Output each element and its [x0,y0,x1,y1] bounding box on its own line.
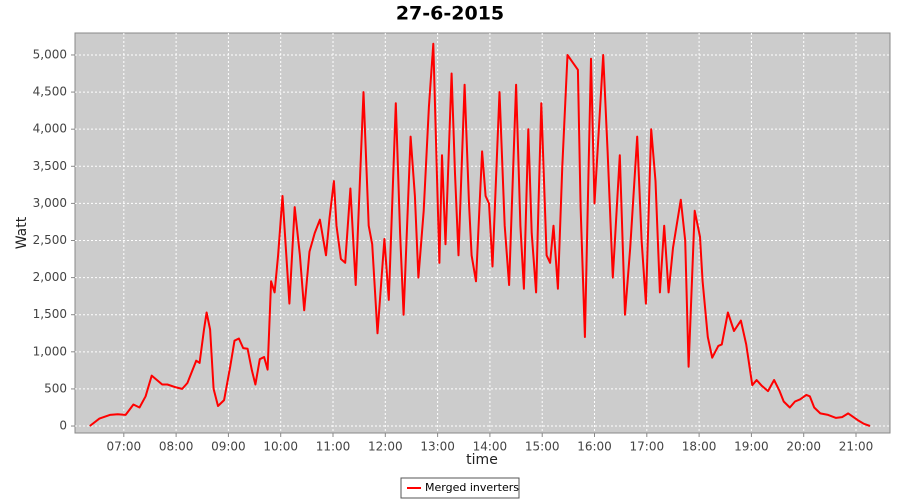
x-tick-label: 09:00 [211,440,246,454]
y-tick-label: 3,000 [33,196,67,210]
y-tick-label: 3,500 [33,159,67,173]
x-tick-label: 13:00 [420,440,455,454]
x-tick-label: 21:00 [839,440,874,454]
x-axis-title: time [466,452,498,468]
x-tick-label: 08:00 [159,440,194,454]
y-tick-label: 500 [44,381,67,395]
y-tick-label: 5,000 [33,47,67,61]
y-tick-label: 2,000 [33,270,67,284]
x-tick-label: 15:00 [525,440,560,454]
x-tick-label: 19:00 [734,440,769,454]
x-tick-label: 16:00 [577,440,612,454]
x-tick-label: 10:00 [263,440,298,454]
x-tick-label: 12:00 [368,440,403,454]
y-tick-label: 2,500 [33,233,67,247]
x-tick-label: 17:00 [630,440,665,454]
y-tick-label: 1,000 [33,344,67,358]
y-tick-label: 4,000 [33,122,67,136]
x-tick-label: 07:00 [107,440,142,454]
x-tick-label: 14:00 [473,440,508,454]
legend-box [400,477,520,499]
y-tick-label: 0 [59,419,67,433]
x-tick-label: 20:00 [786,440,821,454]
legend-label: Merged inverters [425,481,519,494]
x-tick-label: 18:00 [682,440,717,454]
chart-title: 27-6-2015 [396,3,504,25]
y-axis-title: Watt [14,216,30,249]
data-line [89,42,871,427]
x-tick-label: 11:00 [316,440,351,454]
y-tick-label: 4,500 [33,85,67,99]
plot-area [74,32,891,434]
y-tick-label: 1,500 [33,307,67,321]
